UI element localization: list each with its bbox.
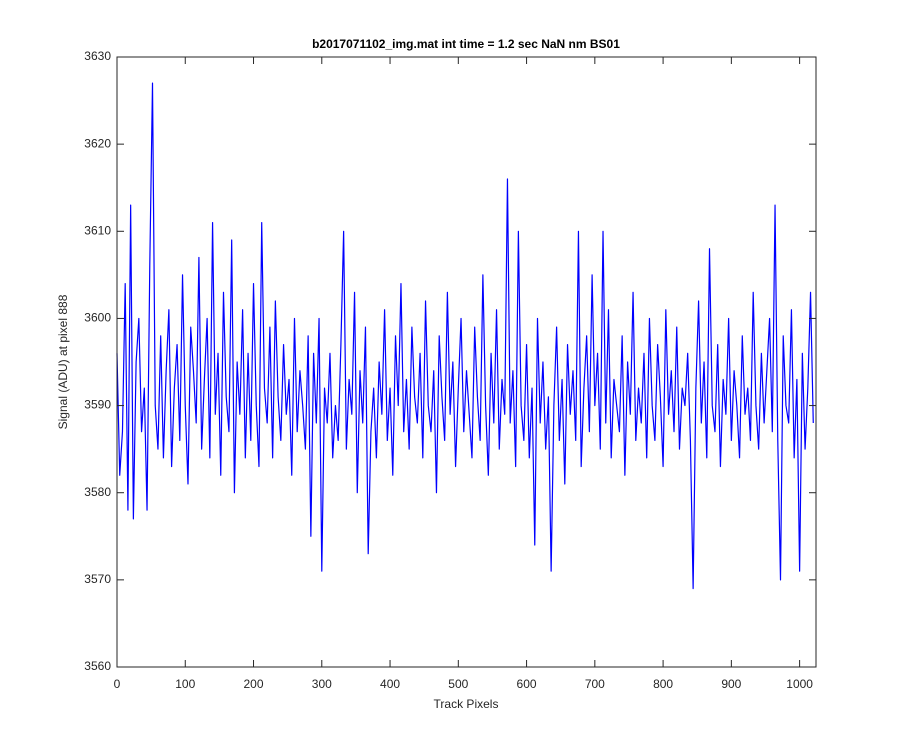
x-tick-label: 600 [517, 677, 537, 691]
axes-box [116, 56, 817, 668]
x-tick-label: 1000 [786, 677, 813, 691]
y-tick-label: 3580 [84, 485, 111, 499]
y-tick-label: 3570 [84, 572, 111, 586]
y-tick-label: 3610 [84, 223, 111, 237]
chart-title: b2017071102_img.mat int time = 1.2 sec N… [312, 37, 620, 51]
y-tick-label: 3590 [84, 398, 111, 412]
y-axis-label: Signal (ADU) at pixel 888 [56, 294, 70, 429]
x-tick-label: 100 [175, 677, 195, 691]
y-tick-label: 3630 [84, 49, 111, 63]
y-tick-label: 3600 [84, 311, 111, 325]
x-tick-label: 700 [585, 677, 605, 691]
y-tick-label: 3560 [84, 659, 111, 673]
x-tick-label: 900 [721, 677, 741, 691]
data-line [116, 82, 814, 590]
x-tick-label: 400 [380, 677, 400, 691]
y-tick-label: 3620 [84, 136, 111, 150]
x-tick-label: 200 [244, 677, 264, 691]
x-tick-label: 0 [114, 677, 121, 691]
x-tick-label: 300 [312, 677, 332, 691]
x-tick-label: 800 [653, 677, 673, 691]
x-tick-label: 500 [448, 677, 468, 691]
x-axis-label: Track Pixels [434, 697, 499, 711]
